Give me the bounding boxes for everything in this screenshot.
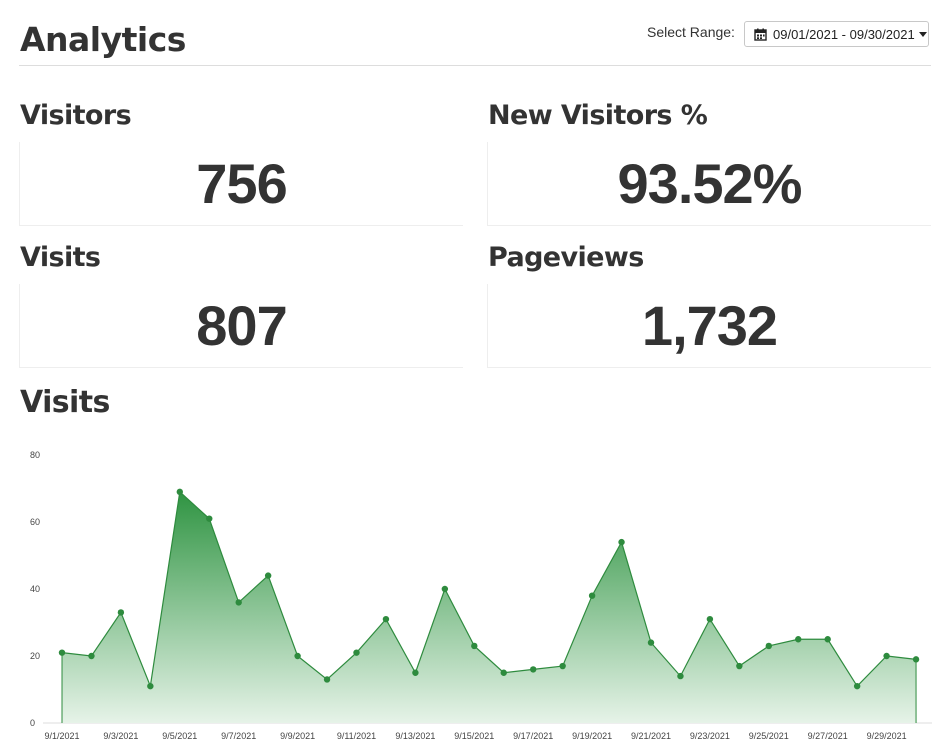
- calendar-icon: [754, 28, 767, 41]
- pageviews-value: 1,732: [641, 294, 778, 357]
- data-point: [706, 615, 714, 623]
- data-point: [294, 652, 301, 660]
- visitors-label: Visitors: [20, 100, 132, 131]
- data-point: [824, 636, 831, 643]
- y-tick-label: 80: [30, 450, 40, 460]
- visits-area-chart: 0 20 40 60 80 9/1/2021 9/3/2021 9/5/2021 9/7/202…: [30, 450, 932, 741]
- visits-value: 807: [196, 294, 287, 357]
- data-point: [117, 609, 125, 616]
- new-visitors-label: New Visitors %: [488, 100, 708, 131]
- x-tick-label: 9/29/2021: [867, 731, 907, 741]
- visitors-card: 756: [19, 142, 463, 226]
- visitors-value: 756: [196, 152, 287, 215]
- data-point: [736, 662, 743, 670]
- x-tick-label: 9/23/2021: [690, 731, 730, 741]
- visits-area-fill: [62, 491, 917, 723]
- y-tick-label: 20: [30, 651, 40, 661]
- data-point: [323, 676, 331, 683]
- chart-title: Visits: [20, 385, 110, 420]
- range-label: Select Range:: [647, 24, 735, 40]
- data-point: [441, 585, 449, 593]
- y-tick-label: 40: [30, 584, 40, 594]
- x-tick-label: 9/9/2021: [280, 731, 315, 741]
- data-point: [147, 682, 154, 690]
- x-tick-label: 9/27/2021: [808, 731, 848, 741]
- date-range-picker[interactable]: 09/01/2021 - 09/30/2021: [744, 21, 929, 47]
- page-title: Analytics: [20, 20, 186, 59]
- data-point: [588, 592, 596, 599]
- data-point: [795, 636, 802, 643]
- x-tick-label: 9/11/2021: [337, 731, 376, 741]
- data-point: [176, 488, 183, 496]
- new-visitors-value: 93.52%: [617, 152, 803, 215]
- data-point: [412, 669, 419, 676]
- data-point: [471, 642, 478, 650]
- x-tick-label: 9/3/2021: [103, 731, 138, 741]
- new-visitors-card: 93.52%: [487, 142, 931, 226]
- data-point: [206, 515, 213, 522]
- data-point: [912, 656, 920, 663]
- data-point: [58, 649, 66, 656]
- x-tick-label: 9/7/2021: [221, 731, 256, 741]
- x-tick-label: 9/5/2021: [162, 731, 197, 741]
- data-point: [883, 652, 890, 660]
- visits-series-line: [61, 490, 917, 689]
- data-point: [765, 642, 772, 650]
- visits-label: Visits: [20, 242, 101, 273]
- data-point: [853, 682, 861, 690]
- data-point: [618, 538, 625, 546]
- x-tick-label: 9/19/2021: [572, 731, 612, 741]
- data-point: [353, 649, 360, 656]
- data-point: [500, 669, 507, 676]
- x-tick-label: 9/15/2021: [454, 731, 494, 741]
- data-point: [647, 639, 655, 646]
- x-tick-label: 9/25/2021: [749, 731, 789, 741]
- data-point: [559, 662, 566, 670]
- visits-card: 807: [19, 284, 463, 368]
- data-point: [88, 652, 95, 660]
- data-point: [382, 615, 390, 623]
- data-point: [677, 672, 684, 680]
- data-point: [530, 666, 537, 673]
- date-range-value: 09/01/2021 - 09/30/2021: [773, 26, 915, 42]
- title-divider: [19, 65, 931, 66]
- x-tick-label: 9/17/2021: [513, 731, 553, 741]
- pageviews-card: 1,732: [487, 284, 931, 368]
- x-tick-label: 9/13/2021: [395, 731, 435, 741]
- data-point: [264, 572, 272, 579]
- caret-down-icon: [918, 31, 927, 37]
- data-point: [235, 599, 242, 606]
- y-tick-label: 0: [30, 718, 35, 728]
- pageviews-label: Pageviews: [488, 242, 644, 273]
- y-tick-label: 60: [30, 517, 40, 527]
- x-tick-label: 9/21/2021: [631, 731, 671, 741]
- x-tick-label: 9/1/2021: [44, 731, 79, 741]
